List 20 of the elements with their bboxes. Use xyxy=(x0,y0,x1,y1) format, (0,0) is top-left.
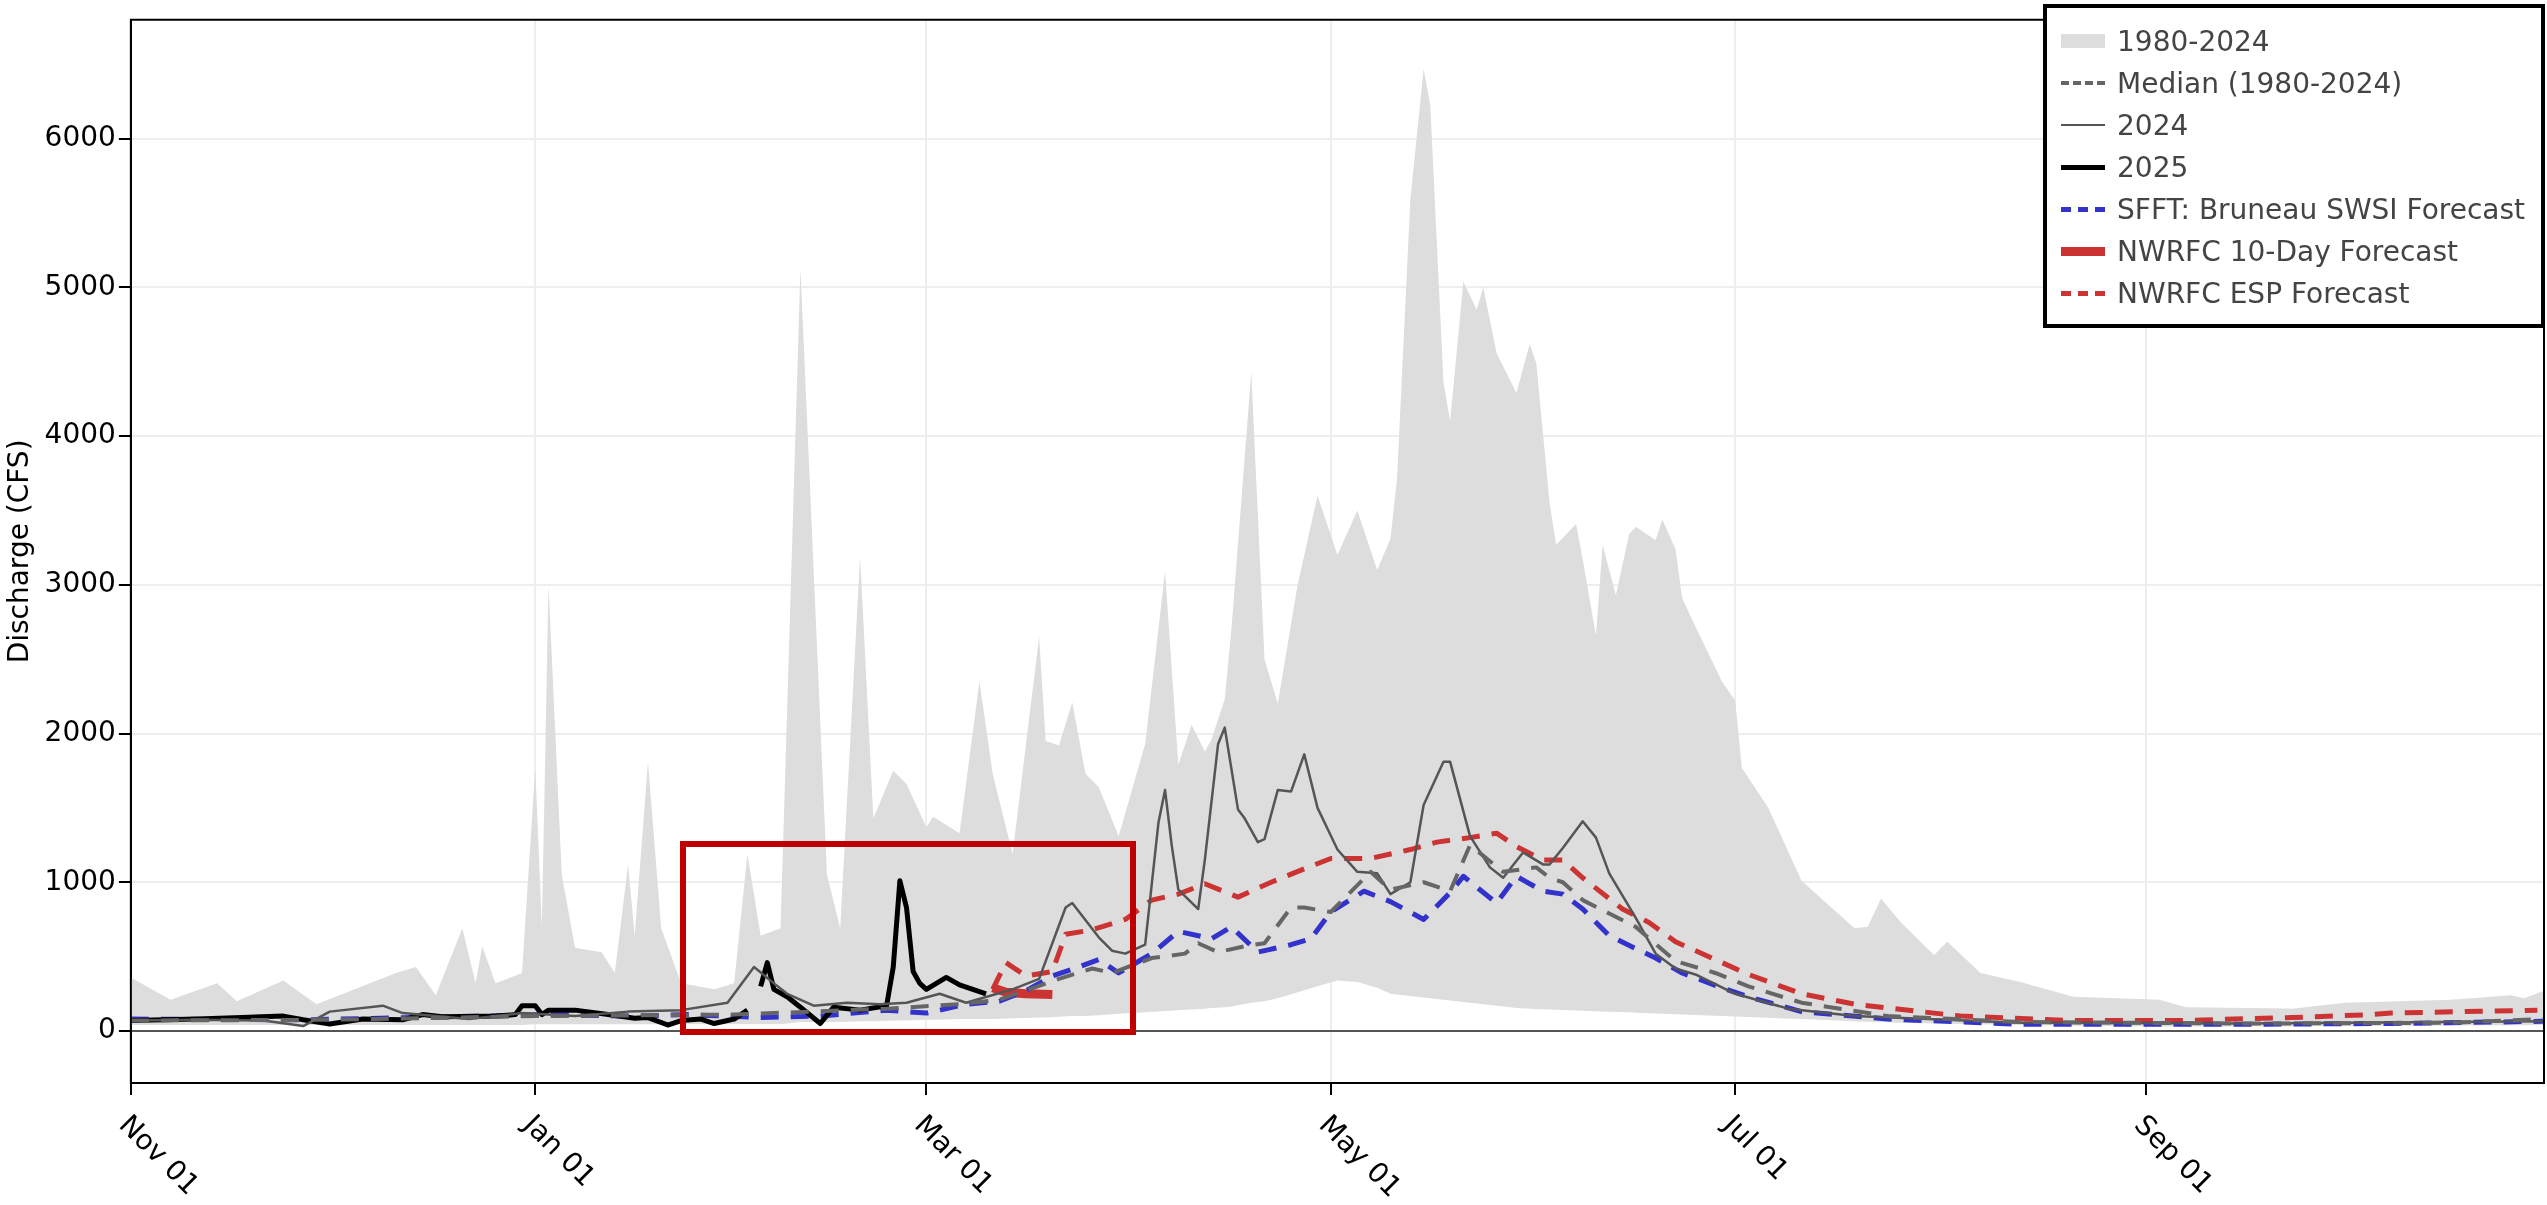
y-tick-label: 5000 xyxy=(44,268,116,302)
legend-label: NWRFC ESP Forecast xyxy=(2117,276,2410,310)
legend-label: 2025 xyxy=(2117,150,2189,184)
y-tick-label: 2000 xyxy=(44,714,116,748)
x-tick-label: Mar 01 xyxy=(908,1107,1001,1200)
x-tick-label: Sep 01 xyxy=(2128,1107,2221,1200)
x-tick-label: Jan 01 xyxy=(515,1106,603,1194)
legend-label: 2024 xyxy=(2117,108,2189,142)
y-tick-label: 0 xyxy=(98,1012,116,1046)
legend-label: SFFT: Bruneau SWSI Forecast xyxy=(2117,192,2525,226)
y-axis-title: Discharge (CFS) xyxy=(2,439,36,664)
y-tick-label: 6000 xyxy=(44,120,116,154)
y-tick-label: 3000 xyxy=(44,566,116,600)
x-tick-label: Nov 01 xyxy=(112,1107,207,1202)
y-tick-label: 1000 xyxy=(44,863,116,897)
legend-label: 1980-2024 xyxy=(2117,24,2270,58)
x-tick-label: Jul 01 xyxy=(1715,1106,1796,1187)
legend-label: NWRFC 10-Day Forecast xyxy=(2117,234,2459,268)
legend-label: Median (1980-2024) xyxy=(2117,66,2403,100)
y-tick-label: 4000 xyxy=(44,417,116,451)
